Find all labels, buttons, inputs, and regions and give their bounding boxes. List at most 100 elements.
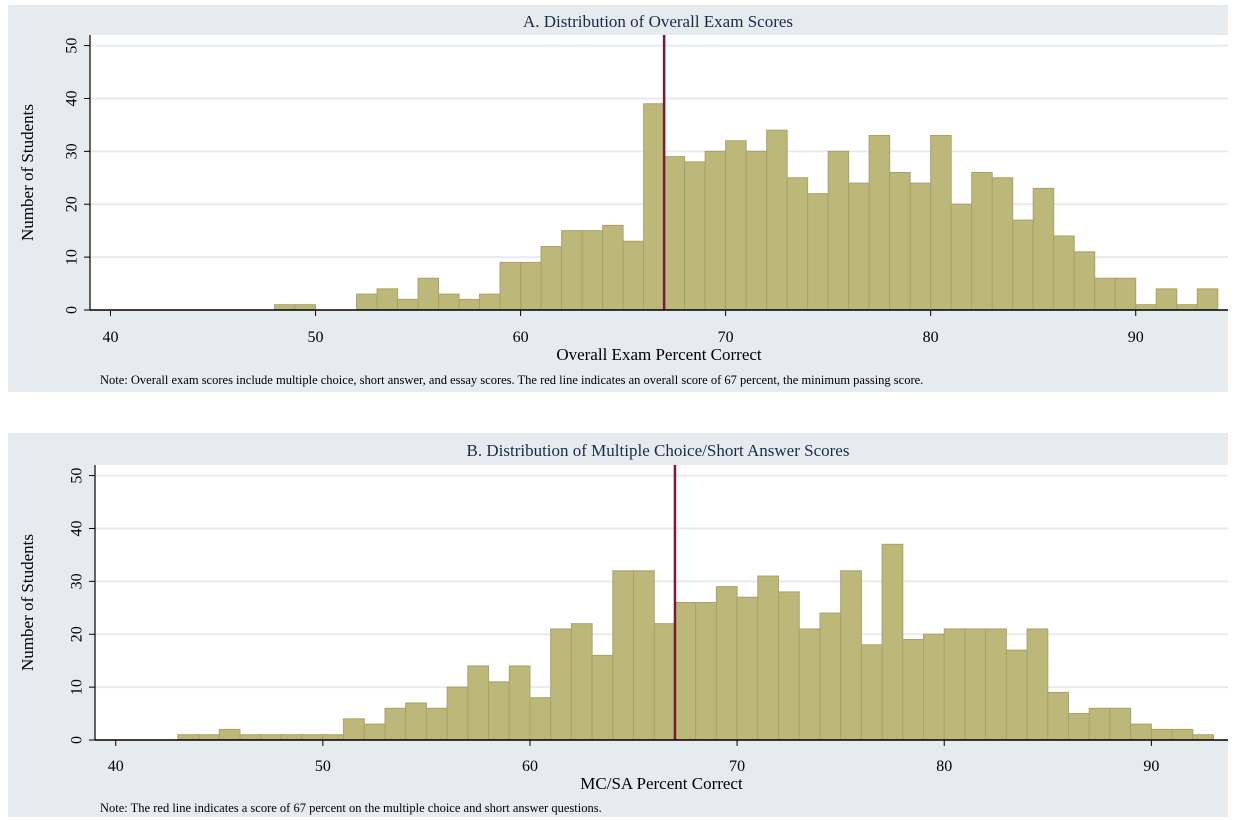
y-tick-label: 50: [64, 38, 81, 54]
histogram-bar: [1073, 251, 1096, 311]
histogram-bar: [736, 596, 759, 741]
histogram-bar: [930, 134, 952, 311]
histogram-bar: [1155, 288, 1178, 311]
histogram-bar: [363, 723, 386, 741]
histogram-bar: [1053, 235, 1075, 311]
histogram-bar: [602, 224, 624, 311]
histogram-bar: [745, 150, 768, 311]
histogram-bar: [508, 665, 531, 741]
histogram-bar: [798, 628, 821, 741]
histogram-bar: [499, 261, 522, 311]
histogram-bar: [1068, 713, 1090, 741]
histogram-bar: [643, 103, 665, 311]
histogram-bar: [479, 293, 501, 311]
y-tick-label: 40: [64, 90, 81, 106]
histogram-bar: [985, 628, 1007, 741]
histogram-bar: [684, 161, 706, 311]
histogram-bar: [1032, 187, 1055, 311]
chart-title: B. Distribution of Multiple Choice/Short…: [467, 441, 850, 460]
histogram-bar: [1196, 288, 1219, 311]
histogram-bar: [384, 707, 407, 741]
x-tick-label: 80: [936, 758, 952, 775]
x-tick-label: 50: [315, 758, 331, 775]
histogram-bar: [198, 734, 220, 741]
histogram-bar: [1150, 728, 1173, 741]
histogram-bar: [294, 304, 317, 311]
histogram-bar: [674, 602, 697, 741]
histogram-bar: [786, 177, 809, 311]
x-tick-label: 50: [308, 329, 324, 346]
histogram-bar: [280, 734, 303, 741]
histogram-bar: [889, 172, 911, 311]
x-tick-label: 90: [1128, 329, 1144, 346]
x-tick-label: 40: [103, 329, 119, 346]
histogram-bar: [964, 628, 987, 741]
histogram-bar: [343, 718, 365, 741]
histogram-bar: [488, 681, 510, 741]
y-tick-label: 10: [64, 249, 81, 265]
y-axis-title: Number of Students: [18, 104, 37, 241]
histogram-bar: [909, 182, 932, 311]
histogram-bar: [301, 734, 324, 741]
histogram-bar: [868, 134, 891, 311]
histogram-bar: [827, 150, 850, 311]
histogram-bar: [715, 586, 738, 741]
x-tick-label: 80: [923, 329, 939, 346]
histogram-bar: [725, 140, 747, 311]
histogram-bar: [260, 734, 282, 741]
histogram-bar: [1109, 707, 1132, 741]
x-tick-label: 40: [108, 758, 124, 775]
histogram-bar: [923, 633, 945, 741]
histogram-bar: [1047, 691, 1070, 741]
histogram-bar: [860, 644, 883, 741]
y-tick-label: 30: [64, 143, 81, 159]
histogram-bar: [540, 246, 563, 311]
histogram-bar: [1135, 304, 1157, 311]
histogram-bar: [520, 261, 542, 311]
histogram-bar: [1088, 707, 1111, 741]
x-tick-label: 60: [513, 329, 529, 346]
x-axis-title: MC/SA Percent Correct: [580, 774, 743, 793]
x-tick-label: 70: [729, 758, 745, 775]
y-tick-label: 20: [64, 196, 81, 212]
histogram-bar: [1176, 304, 1198, 311]
histogram-bar: [438, 293, 460, 311]
histogram-bar: [1171, 728, 1194, 741]
histogram-bar: [950, 203, 973, 311]
histogram-bar: [177, 734, 200, 741]
histogram-bar: [807, 193, 829, 311]
histogram-bar: [591, 654, 614, 741]
y-tick-label: 30: [69, 573, 86, 589]
histogram-bar: [704, 150, 727, 311]
histogram-bar: [943, 628, 966, 741]
y-tick-label: 20: [69, 626, 86, 642]
histogram-bar: [622, 240, 645, 311]
histogram-bar: [570, 623, 593, 741]
y-tick-label: 40: [69, 520, 86, 536]
histogram-bar: [581, 230, 604, 311]
histogram-bar: [529, 697, 552, 741]
histogram-bar: [458, 298, 481, 311]
chart-note: Note: Overall exam scores include multip…: [100, 373, 923, 387]
y-tick-label: 0: [69, 736, 86, 744]
histogram-bar: [1005, 649, 1028, 741]
histogram-bar: [1114, 277, 1137, 311]
histogram-bar: [881, 543, 904, 741]
histogram-bar: [405, 702, 427, 741]
histogram-bar: [902, 639, 925, 741]
x-tick-label: 70: [718, 329, 734, 346]
histogram-bar: [561, 230, 583, 311]
x-tick-label: 60: [522, 758, 538, 775]
histogram-bar: [397, 298, 419, 311]
y-tick-label: 10: [69, 679, 86, 695]
x-tick-label: 90: [1143, 758, 1159, 775]
histogram-bar: [848, 182, 870, 311]
histogram-bar: [356, 293, 378, 311]
histogram-bar: [1192, 734, 1215, 741]
histogram-bar: [1130, 723, 1152, 741]
histogram-bar: [550, 628, 572, 741]
chart-title: A. Distribution of Overall Exam Scores: [523, 12, 793, 31]
histogram-bar: [446, 686, 469, 741]
